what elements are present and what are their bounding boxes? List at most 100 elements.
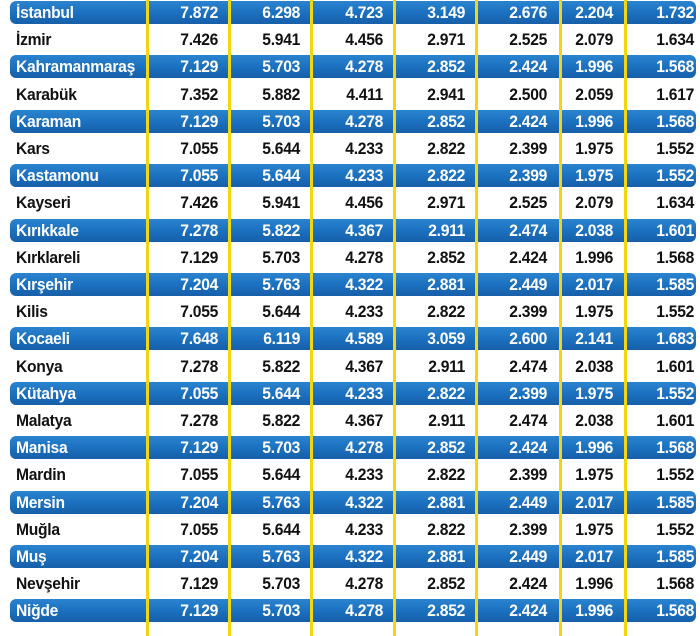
value-cell: 2.424 bbox=[509, 247, 547, 267]
value-cell: 2.881 bbox=[427, 547, 465, 566]
province-name: Kayseri bbox=[16, 193, 71, 213]
value-cell: 1.568 bbox=[656, 438, 694, 458]
value-cell: 1.975 bbox=[575, 302, 613, 322]
value-cell: 2.038 bbox=[575, 411, 613, 430]
value-cell: 1.634 bbox=[656, 30, 694, 50]
value-cell: 2.017 bbox=[575, 275, 613, 294]
value-cell: 1.568 bbox=[656, 601, 694, 621]
value-cell: 7.129 bbox=[180, 438, 218, 458]
value-cell: 4.278 bbox=[345, 57, 383, 77]
value-cell: 7.129 bbox=[180, 574, 218, 594]
row-highlight bbox=[10, 327, 696, 351]
value-cell: 2.500 bbox=[509, 84, 547, 104]
table-row: Mersin 7.204 5.763 4.322 2.881 2.449 2.017 1.58… bbox=[0, 489, 700, 516]
table-row: Kırşehir 7.204 5.763 4.322 2.881 2.449 2.017 1.… bbox=[0, 271, 700, 298]
value-cell: 2.852 bbox=[427, 438, 465, 458]
value-cell: 1.996 bbox=[575, 574, 613, 594]
value-cell: 4.322 bbox=[345, 547, 383, 566]
value-cell: 1.568 bbox=[656, 111, 694, 131]
value-cell: 4.278 bbox=[345, 247, 383, 267]
row-highlight bbox=[10, 490, 696, 514]
value-cell: 2.449 bbox=[509, 492, 547, 512]
value-cell: 2.911 bbox=[428, 411, 465, 430]
value-cell: 1.552 bbox=[656, 465, 694, 485]
value-cell: 2.881 bbox=[427, 275, 465, 294]
value-cell: 2.424 bbox=[509, 111, 547, 131]
value-cell: 4.367 bbox=[345, 411, 383, 430]
value-cell: 2.822 bbox=[427, 139, 465, 158]
value-cell: 1.585 bbox=[656, 492, 694, 512]
value-cell: 7.055 bbox=[180, 302, 218, 322]
value-cell: 2.449 bbox=[509, 547, 547, 566]
table-row: Kütahya 7.055 5.644 4.233 2.822 2.399 1.975 1.5… bbox=[0, 380, 700, 407]
value-cell: 4.233 bbox=[345, 302, 383, 322]
value-cell: 2.474 bbox=[509, 411, 547, 430]
table-row: Nevşehir 7.129 5.703 4.278 2.852 2.424 1.996 1.… bbox=[0, 570, 700, 597]
row-highlight bbox=[10, 436, 696, 460]
column-divider bbox=[475, 0, 478, 636]
province-name: Kilis bbox=[16, 302, 48, 322]
province-name: Manisa bbox=[16, 438, 68, 458]
value-cell: 1.568 bbox=[656, 574, 694, 594]
value-cell: 7.055 bbox=[180, 383, 218, 403]
value-cell: 1.552 bbox=[656, 302, 694, 322]
value-cell: 5.763 bbox=[262, 275, 300, 294]
value-cell: 5.703 bbox=[262, 57, 300, 77]
column-divider bbox=[228, 0, 231, 636]
value-cell: 1.975 bbox=[575, 166, 613, 186]
value-cell: 3.149 bbox=[427, 3, 465, 22]
value-cell: 7.352 bbox=[180, 84, 218, 104]
row-highlight bbox=[10, 218, 696, 242]
province-name: Kütahya bbox=[16, 383, 76, 403]
value-cell: 2.971 bbox=[427, 30, 465, 50]
value-cell: 2.822 bbox=[427, 519, 465, 539]
value-cell: 1.975 bbox=[575, 465, 613, 485]
value-cell: 1.975 bbox=[575, 519, 613, 539]
value-cell: 2.038 bbox=[575, 220, 613, 240]
column-divider bbox=[310, 0, 313, 636]
column-divider bbox=[146, 0, 149, 636]
value-cell: 4.456 bbox=[345, 30, 383, 50]
province-name: Kırıkkale bbox=[16, 220, 79, 240]
value-cell: 7.055 bbox=[180, 465, 218, 485]
province-name: Kocaeli bbox=[16, 329, 70, 349]
value-cell: 5.644 bbox=[262, 302, 300, 322]
value-cell: 2.911 bbox=[428, 356, 465, 376]
value-cell: 2.822 bbox=[427, 383, 465, 403]
value-cell: 7.055 bbox=[180, 166, 218, 186]
value-cell: 5.703 bbox=[262, 111, 300, 131]
value-cell: 3.059 bbox=[427, 329, 465, 349]
row-highlight bbox=[10, 109, 696, 133]
value-cell: 7.426 bbox=[180, 193, 218, 213]
value-cell: 7.278 bbox=[180, 356, 218, 376]
value-cell: 5.822 bbox=[262, 411, 300, 430]
table-row: Niğde 7.129 5.703 4.278 2.852 2.424 1.996 1.568 bbox=[0, 597, 700, 624]
value-cell: 5.822 bbox=[262, 220, 300, 240]
value-cell: 2.399 bbox=[509, 166, 547, 186]
value-cell: 1.732 bbox=[656, 3, 694, 22]
column-divider bbox=[624, 0, 627, 636]
value-cell: 7.204 bbox=[180, 492, 218, 512]
value-cell: 2.600 bbox=[509, 329, 547, 349]
value-cell: 2.399 bbox=[509, 139, 547, 158]
value-cell: 5.703 bbox=[262, 574, 300, 594]
table-row: Kahramanmaraş 7.129 5.703 4.278 2.852 2.424 1.… bbox=[0, 53, 700, 80]
value-cell: 2.399 bbox=[509, 383, 547, 403]
value-cell: 5.941 bbox=[262, 30, 300, 50]
table-row: Kırklareli 7.129 5.703 4.278 2.852 2.424 1.996… bbox=[0, 244, 700, 271]
value-cell: 4.233 bbox=[345, 465, 383, 485]
value-cell: 7.648 bbox=[180, 329, 218, 349]
value-cell: 2.822 bbox=[427, 302, 465, 322]
value-cell: 7.872 bbox=[180, 3, 218, 22]
province-name: Muğla bbox=[16, 519, 60, 539]
table-row: Muş 7.204 5.763 4.322 2.881 2.449 2.017 1.585 bbox=[0, 543, 700, 570]
value-cell: 2.399 bbox=[509, 465, 547, 485]
value-cell: 4.322 bbox=[345, 492, 383, 512]
value-cell: 2.424 bbox=[509, 574, 547, 594]
value-cell: 2.852 bbox=[427, 247, 465, 267]
value-cell: 2.852 bbox=[427, 601, 465, 621]
value-cell: 2.079 bbox=[575, 30, 613, 50]
value-cell: 1.975 bbox=[575, 139, 613, 158]
row-highlight bbox=[10, 55, 696, 79]
